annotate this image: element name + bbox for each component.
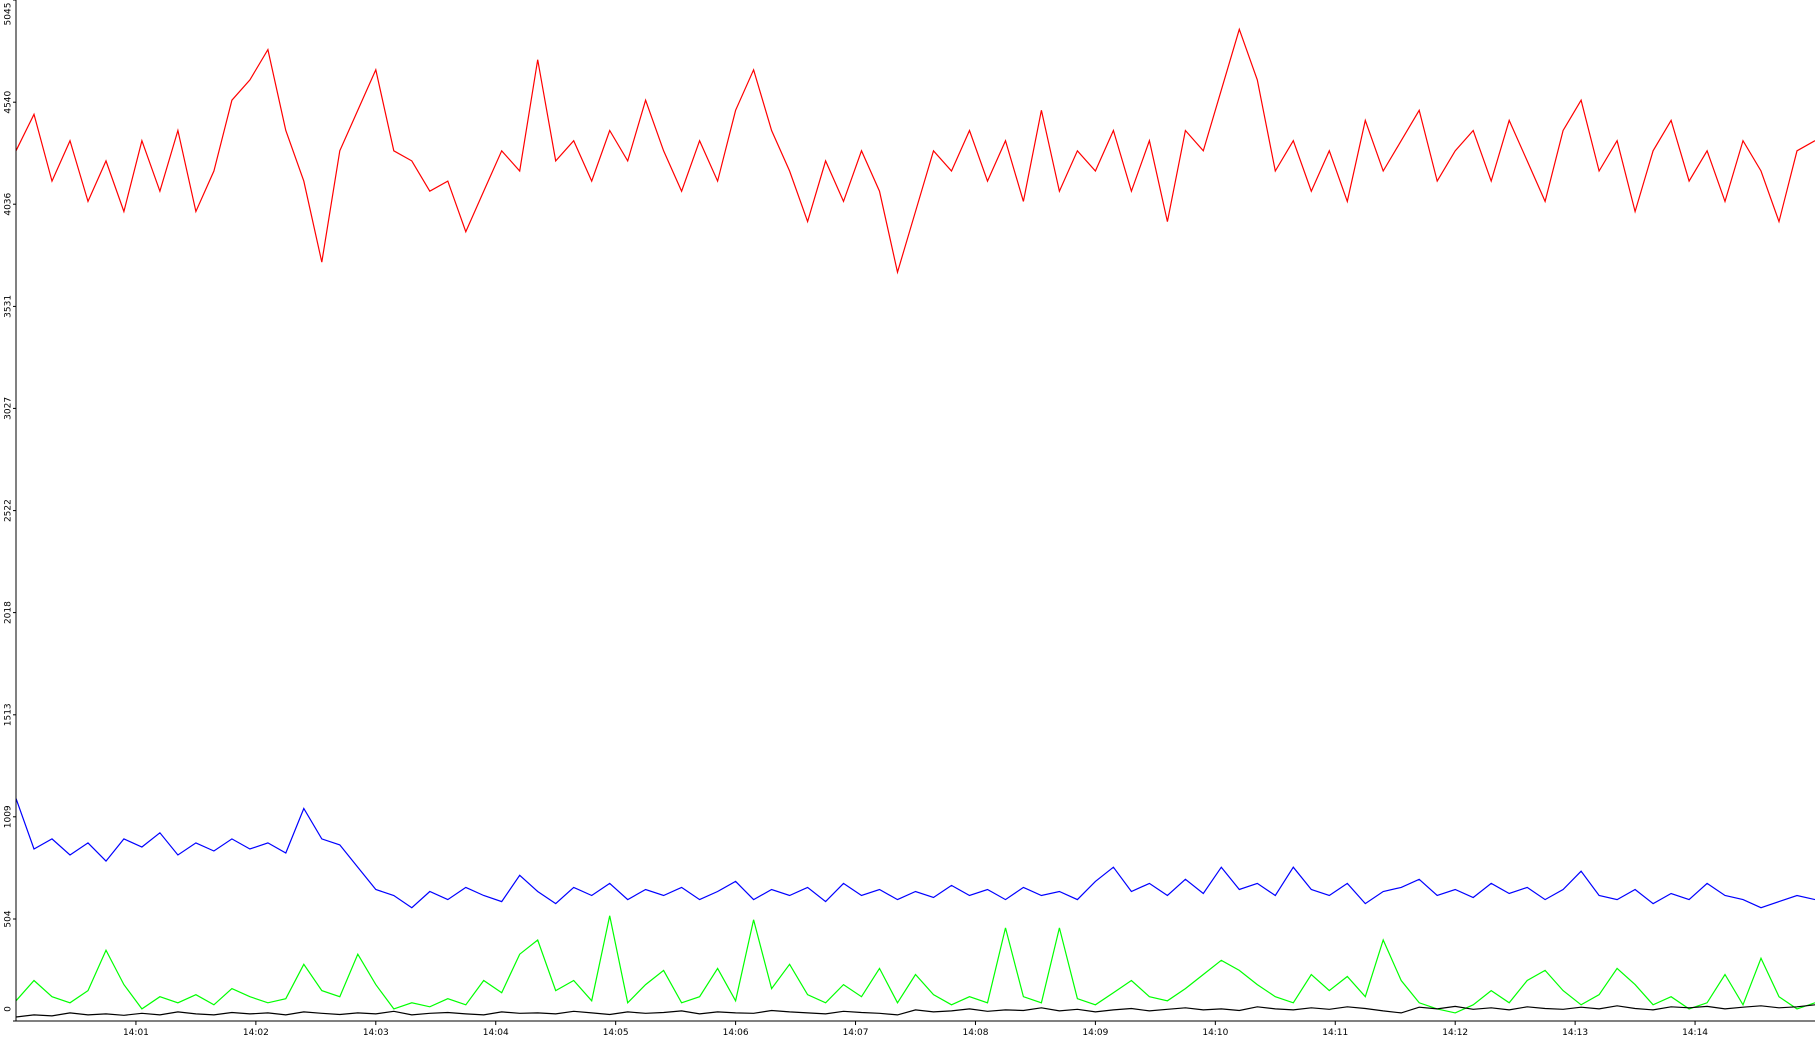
x-tick-label: 14:06	[723, 1028, 749, 1038]
series-line	[15, 1004, 1815, 1018]
x-tick-label: 14:07	[843, 1028, 869, 1038]
x-tick-label: 14:09	[1082, 1028, 1108, 1038]
x-tick-label: 14:14	[1682, 1028, 1708, 1038]
x-tick-label: 14:12	[1442, 1028, 1468, 1038]
x-tick-label: 14:05	[603, 1028, 629, 1038]
series-line	[15, 798, 1815, 909]
series-line	[15, 27, 1815, 275]
y-tick-label: 0	[4, 1006, 14, 1012]
y-tick-label: 1009	[4, 805, 14, 828]
x-tick-label: 14:04	[483, 1028, 509, 1038]
y-tick-label: 504	[4, 910, 14, 927]
x-tick-label: 14:13	[1562, 1028, 1588, 1038]
y-tick-label: 1513	[4, 703, 14, 726]
y-tick-label: 4540	[4, 90, 14, 113]
x-tick-label: 14:11	[1322, 1028, 1348, 1038]
y-tick-label: 3027	[4, 397, 14, 420]
x-tick-label: 14:10	[1202, 1028, 1228, 1038]
y-tick-label: 4036	[4, 192, 14, 215]
y-tick-label: 3531	[4, 295, 14, 318]
series-line	[15, 915, 1815, 1014]
x-tick-label: 14:08	[962, 1028, 988, 1038]
y-tick-label: 2522	[4, 499, 14, 522]
y-tick-label: 2018	[4, 601, 14, 624]
x-tick-label: 14:03	[363, 1028, 389, 1038]
y-tick-label: 5045	[4, 3, 14, 26]
x-tick-label: 14:01	[123, 1028, 149, 1038]
x-tick-label: 14:02	[243, 1028, 269, 1038]
